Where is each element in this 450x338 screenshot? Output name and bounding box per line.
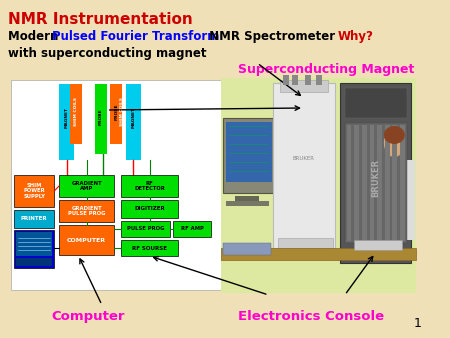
Bar [377, 125, 382, 241]
Text: NMR Instrumentation: NMR Instrumentation [8, 12, 192, 27]
Ellipse shape [384, 129, 405, 157]
Bar [121, 221, 171, 237]
Bar [16, 258, 52, 266]
Bar [121, 240, 178, 256]
Bar [121, 175, 178, 197]
Text: SHIM COILS: SHIM COILS [74, 97, 78, 126]
Text: NMR Spectrometer: NMR Spectrometer [205, 30, 335, 43]
Text: DIGITIZER: DIGITIZER [134, 207, 165, 212]
Bar [173, 221, 212, 237]
Bar [235, 196, 259, 201]
Bar [400, 125, 405, 241]
Bar [59, 84, 74, 160]
Text: Computer: Computer [51, 310, 124, 323]
Text: Electronics Console: Electronics Console [238, 310, 385, 323]
Bar [59, 200, 114, 222]
Text: PRINTER: PRINTER [21, 217, 48, 221]
Bar [283, 75, 288, 85]
Text: GRADIENT
PULSE PROG: GRADIENT PULSE PROG [68, 206, 105, 216]
Bar [59, 175, 114, 197]
Text: PROBE: PROBE [99, 109, 103, 125]
Text: PULSE PROG: PULSE PROG [127, 226, 165, 232]
Bar [14, 230, 54, 268]
Text: SHIM COILS: SHIM COILS [120, 97, 124, 126]
Bar [59, 225, 114, 255]
Bar [278, 238, 333, 248]
Text: SHIM
POWER
SUPPLY: SHIM POWER SUPPLY [23, 183, 45, 199]
Text: RF AMP: RF AMP [181, 226, 204, 232]
Bar [316, 75, 322, 85]
Bar [345, 123, 407, 243]
Text: Superconducting Magnet: Superconducting Magnet [238, 63, 414, 76]
Bar [369, 125, 374, 241]
Text: PROBE: PROBE [114, 104, 118, 120]
Bar [305, 75, 310, 85]
Bar [354, 125, 359, 241]
Bar [16, 232, 52, 256]
Bar [223, 118, 275, 193]
Bar [221, 248, 416, 260]
Bar [273, 83, 335, 248]
Text: GRADIENT
AMP: GRADIENT AMP [72, 180, 102, 191]
Ellipse shape [384, 126, 405, 144]
Bar [280, 80, 328, 92]
Bar [385, 125, 390, 241]
Text: BRUKER: BRUKER [371, 159, 380, 197]
Text: with superconducting magnet: with superconducting magnet [8, 47, 206, 60]
Bar [14, 175, 54, 207]
Bar [226, 122, 272, 182]
Bar [95, 84, 107, 154]
Bar [375, 160, 415, 240]
Text: Modern: Modern [8, 30, 62, 43]
Bar [11, 80, 221, 290]
Bar [126, 84, 141, 160]
Bar [121, 200, 178, 218]
Bar [111, 84, 122, 144]
Bar [226, 201, 269, 206]
Text: Pulsed Fourier Transform: Pulsed Fourier Transform [52, 30, 220, 43]
Bar [362, 125, 367, 241]
Text: Why?: Why? [338, 30, 374, 43]
Bar [346, 125, 351, 241]
Bar [345, 88, 407, 118]
Bar [71, 84, 82, 144]
Bar [340, 83, 411, 263]
Text: MAGNET: MAGNET [131, 107, 135, 128]
Bar [223, 243, 270, 255]
Bar [221, 78, 416, 293]
Text: BRUKER: BRUKER [293, 155, 315, 161]
Bar [292, 75, 298, 85]
Text: RF SOURSE: RF SOURSE [132, 245, 167, 250]
Bar [14, 210, 54, 228]
Text: RF
DETECTOR: RF DETECTOR [134, 180, 165, 191]
Text: MAGNET: MAGNET [65, 107, 69, 128]
Text: 1: 1 [414, 317, 422, 330]
Text: COMPUTER: COMPUTER [67, 238, 106, 242]
Bar [392, 125, 397, 241]
Bar [354, 240, 402, 250]
